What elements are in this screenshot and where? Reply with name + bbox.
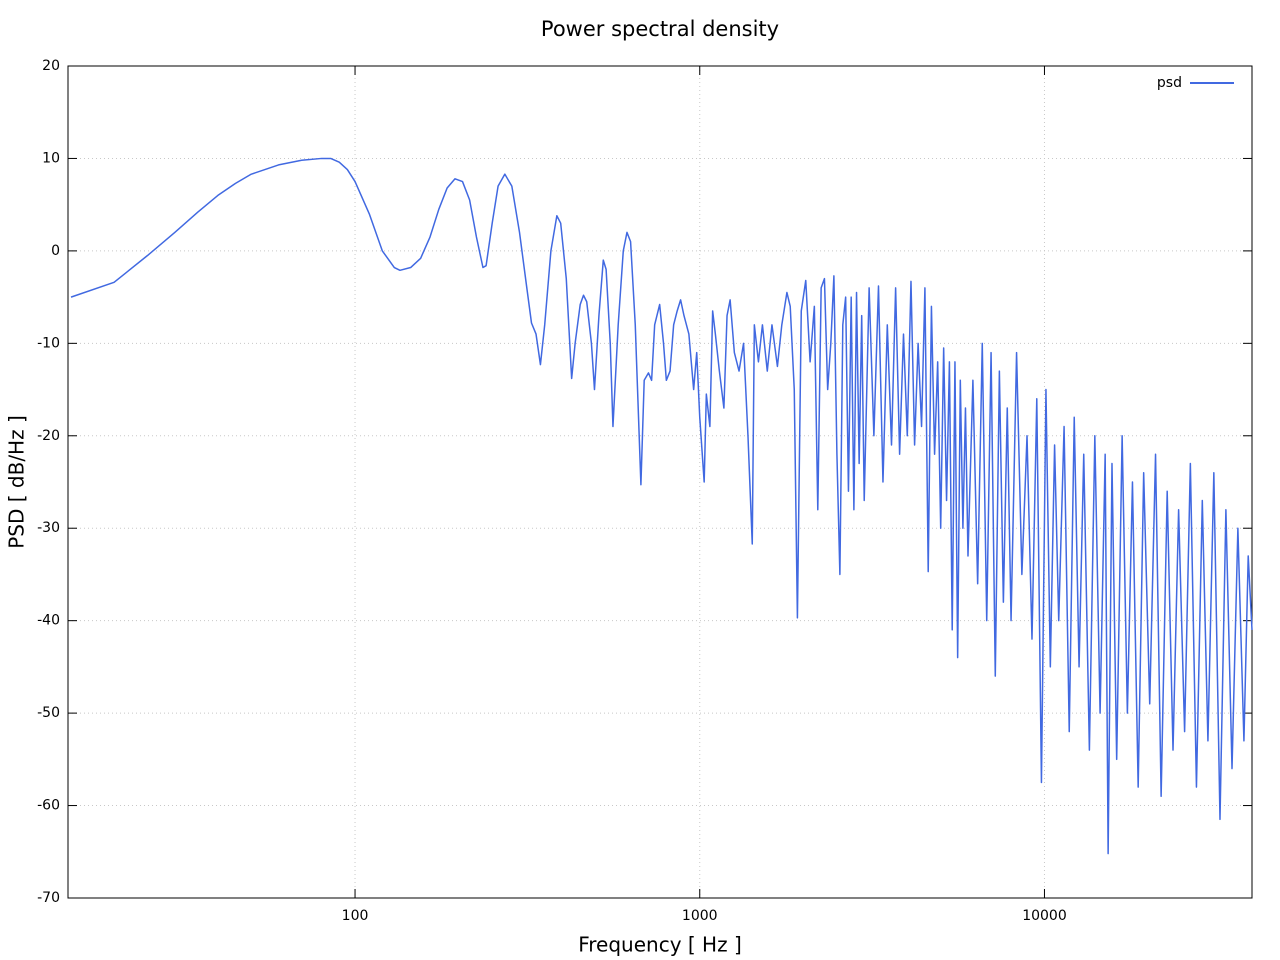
legend-label: psd — [1157, 75, 1182, 91]
y-tick-label: -60 — [37, 798, 60, 814]
y-tick-label: -30 — [37, 520, 60, 536]
y-tick-label: 0 — [51, 243, 60, 259]
y-tick-label: 10 — [42, 150, 60, 166]
x-tick-label: 10000 — [1022, 908, 1067, 924]
x-tick-label: 1000 — [682, 908, 718, 924]
plot-frame — [67, 65, 1253, 899]
y-axis-label: PSD [ dB/Hz ] — [5, 415, 29, 549]
y-tick-label: -20 — [37, 428, 60, 444]
y-tick-label: 20 — [42, 58, 60, 74]
y-tick-label: -10 — [37, 335, 60, 351]
data-line — [70, 157, 1253, 855]
y-tick-label: -50 — [37, 705, 60, 721]
y-tick-label: -40 — [37, 613, 60, 629]
y-tick-label: -70 — [37, 890, 60, 906]
chart-title: Power spectral density — [541, 17, 779, 41]
x-axis-label: Frequency [ Hz ] — [578, 933, 742, 957]
x-tick-label: 100 — [342, 908, 369, 924]
